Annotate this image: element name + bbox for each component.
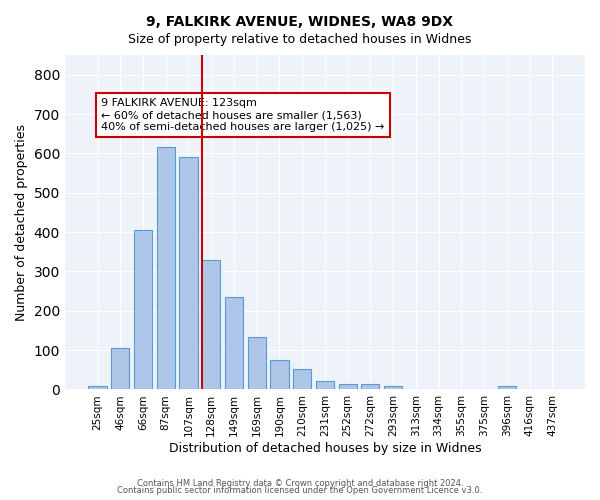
Bar (271, 360, 289, 390)
Bar (111, 348, 130, 390)
Text: Contains HM Land Registry data © Crown copyright and database right 2024.: Contains HM Land Registry data © Crown c… (137, 478, 463, 488)
Bar (202, 260, 220, 390)
Text: Contains public sector information licensed under the Open Government Licence v3: Contains public sector information licen… (118, 486, 482, 495)
Bar (316, 381, 334, 390)
Bar (293, 369, 311, 390)
Bar (88, 386, 107, 390)
Y-axis label: Number of detached properties: Number of detached properties (15, 124, 28, 320)
Bar (134, 230, 152, 390)
Text: Size of property relative to detached houses in Widnes: Size of property relative to detached ho… (128, 32, 472, 46)
Text: 9, FALKIRK AVENUE, WIDNES, WA8 9DX: 9, FALKIRK AVENUE, WIDNES, WA8 9DX (146, 15, 454, 29)
Bar (384, 386, 402, 390)
Bar (497, 386, 516, 390)
Bar (338, 384, 357, 390)
Text: 9 FALKIRK AVENUE: 123sqm
← 60% of detached houses are smaller (1,563)
40% of sem: 9 FALKIRK AVENUE: 123sqm ← 60% of detach… (101, 98, 385, 132)
Bar (179, 157, 197, 390)
Bar (248, 337, 266, 390)
Bar (157, 146, 175, 390)
Bar (361, 384, 379, 390)
X-axis label: Distribution of detached houses by size in Widnes: Distribution of detached houses by size … (169, 442, 481, 455)
Bar (225, 296, 243, 390)
